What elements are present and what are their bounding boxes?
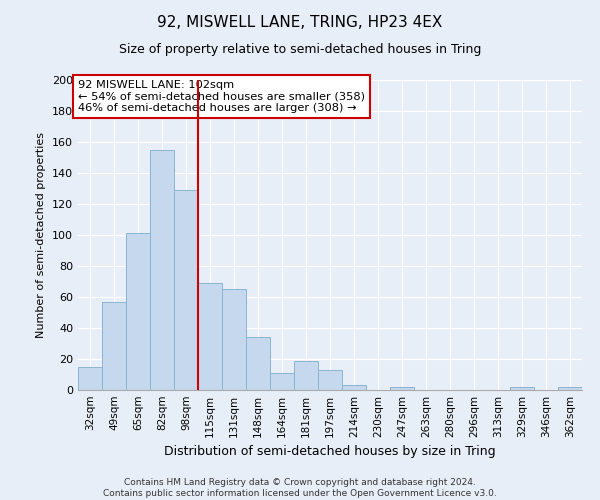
- Y-axis label: Number of semi-detached properties: Number of semi-detached properties: [37, 132, 46, 338]
- Bar: [78, 367, 102, 390]
- Bar: [126, 234, 150, 390]
- Text: 92 MISWELL LANE: 102sqm
← 54% of semi-detached houses are smaller (358)
46% of s: 92 MISWELL LANE: 102sqm ← 54% of semi-de…: [78, 80, 365, 113]
- Bar: [174, 190, 198, 390]
- Bar: [342, 386, 366, 390]
- Text: Size of property relative to semi-detached houses in Tring: Size of property relative to semi-detach…: [119, 42, 481, 56]
- Bar: [318, 370, 342, 390]
- X-axis label: Distribution of semi-detached houses by size in Tring: Distribution of semi-detached houses by …: [164, 446, 496, 458]
- Bar: [150, 150, 174, 390]
- Bar: [390, 387, 414, 390]
- Text: Contains HM Land Registry data © Crown copyright and database right 2024.
Contai: Contains HM Land Registry data © Crown c…: [103, 478, 497, 498]
- Bar: [222, 289, 246, 390]
- Bar: [294, 360, 318, 390]
- Text: 92, MISWELL LANE, TRING, HP23 4EX: 92, MISWELL LANE, TRING, HP23 4EX: [157, 15, 443, 30]
- Bar: [246, 338, 270, 390]
- Bar: [558, 387, 582, 390]
- Bar: [510, 387, 534, 390]
- Bar: [102, 302, 126, 390]
- Bar: [198, 283, 222, 390]
- Bar: [270, 373, 294, 390]
